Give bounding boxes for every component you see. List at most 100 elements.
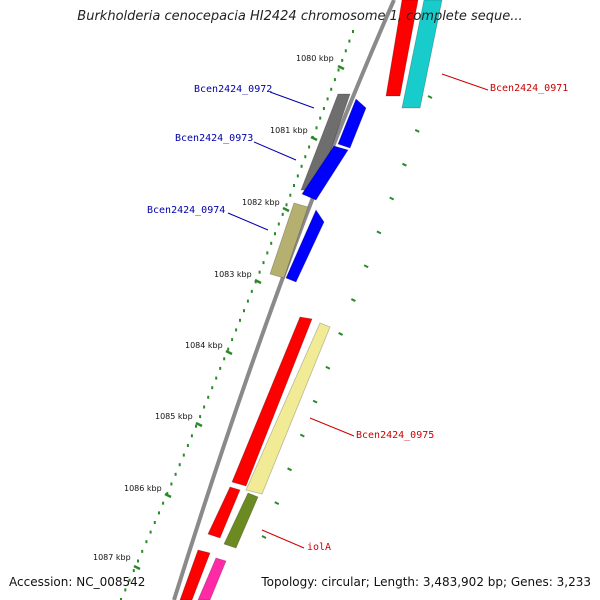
scale-dot — [300, 164, 303, 168]
scale-dot — [128, 578, 131, 582]
scale-dot — [182, 453, 185, 457]
scale-dot — [304, 155, 307, 159]
leader-0971 — [441, 73, 489, 91]
minor-tick — [338, 332, 344, 336]
major-tick — [254, 278, 262, 285]
map-title: Burkholderia cenocepacia HI2424 chromoso… — [77, 9, 523, 24]
scale-dot — [145, 540, 148, 544]
minor-tick — [299, 433, 305, 438]
tick-label-1085: 1085 kbp — [155, 412, 193, 421]
scale-dot — [258, 270, 261, 274]
scale-dot — [315, 126, 318, 130]
tick-label-1087: 1087 kbp — [93, 553, 131, 562]
scale-dot — [203, 405, 206, 409]
scale-dot — [231, 338, 234, 342]
scale-dot — [186, 444, 189, 447]
gene-red-bottom — [179, 549, 211, 600]
scale-dot — [166, 492, 169, 496]
minor-tick — [427, 95, 433, 99]
minor-tick — [389, 196, 395, 201]
minor-tick — [325, 365, 331, 370]
scale-dots — [120, 30, 354, 600]
gene-yellow-0975 — [245, 322, 331, 495]
gene-magenta-bottom — [197, 557, 227, 600]
scale-dot — [262, 261, 265, 265]
scale-dot — [352, 30, 354, 33]
topology-text: Topology: circular; Length: 3,483,902 bp… — [261, 575, 591, 589]
major-tick — [133, 564, 141, 571]
tick-label-1080: 1080 kbp — [296, 54, 334, 63]
gene-label-bcen2424-0972[interactable]: Bcen2424_0972 — [194, 84, 273, 95]
scale-dot — [246, 299, 249, 303]
scale-dot — [330, 87, 333, 91]
gene-label-bcen2424-0974[interactable]: Bcen2424_0974 — [147, 205, 226, 216]
scale-dot — [243, 309, 245, 313]
scale-dot — [149, 530, 152, 534]
scale-dot — [285, 203, 288, 207]
minor-tick — [376, 230, 382, 235]
scale-dot — [333, 78, 336, 82]
minor-tick — [274, 501, 280, 506]
scale-dot — [190, 434, 193, 438]
leader-0973 — [253, 141, 297, 161]
scale-dot — [215, 376, 218, 380]
scale-dot — [239, 318, 241, 322]
major-tick — [337, 64, 345, 71]
tick-label-1086: 1086 kbp — [124, 484, 162, 493]
minor-tick — [363, 264, 369, 269]
scale-dot — [120, 598, 122, 600]
scale-dot — [227, 347, 230, 351]
gene-red-top — [385, 0, 419, 97]
accession-text: Accession: NC_008542 — [9, 575, 146, 589]
scale-dot — [270, 241, 273, 245]
scale-dot — [266, 251, 269, 255]
scale-dot — [326, 97, 329, 101]
scale-dot — [219, 366, 222, 370]
scale-dot — [153, 521, 156, 524]
leader-0972 — [269, 91, 315, 109]
scale-dot — [199, 415, 202, 419]
minor-tick — [312, 399, 318, 404]
scale-dot — [162, 501, 165, 505]
scale-dot — [289, 193, 292, 197]
gene-blue-0973 — [301, 145, 349, 201]
minor-tick — [402, 162, 407, 167]
scale-dot — [137, 559, 139, 563]
gene-blue-0972-arrow — [337, 98, 367, 149]
minor-tick — [261, 535, 267, 539]
major-tick — [225, 349, 233, 356]
leader-iola — [261, 529, 305, 549]
scale-dot — [293, 184, 295, 187]
scale-dot — [178, 463, 181, 467]
gene-label-bcen2424-0973[interactable]: Bcen2424_0973 — [175, 133, 254, 144]
scale-dot — [195, 424, 197, 428]
scale-dot — [250, 289, 253, 293]
scale-dot — [274, 232, 276, 236]
tick-label-1082: 1082 kbp — [242, 198, 280, 207]
tick-label-1084: 1084 kbp — [185, 341, 223, 350]
gene-label-iola[interactable]: iolA — [307, 542, 332, 553]
leader-0974 — [227, 212, 269, 231]
scale-dot — [124, 588, 127, 592]
scale-dot — [170, 482, 173, 486]
tick-label-1081: 1081 kbp — [270, 126, 308, 135]
gene-blue-0974 — [285, 209, 325, 283]
minor-tick — [414, 128, 420, 133]
scale-dot — [308, 145, 311, 149]
gene-label-bcen2424-0971[interactable]: Bcen2424_0971 — [490, 83, 569, 94]
scale-dot — [281, 212, 284, 216]
gene-cyan-top — [401, 0, 443, 109]
scale-dot — [322, 107, 325, 110]
scale-dot — [337, 68, 340, 72]
gene-red-iola-adjacent — [207, 486, 241, 539]
scale-dot — [319, 116, 322, 120]
scale-dot — [277, 222, 280, 226]
minor-tick — [287, 467, 292, 472]
scale-dot — [223, 357, 226, 361]
scale-dot — [235, 328, 238, 332]
scale-dot — [174, 472, 177, 476]
major-tick — [282, 206, 290, 213]
gene-label-bcen2424-0975[interactable]: Bcen2424_0975 — [356, 430, 435, 441]
leader-0975 — [309, 417, 355, 437]
